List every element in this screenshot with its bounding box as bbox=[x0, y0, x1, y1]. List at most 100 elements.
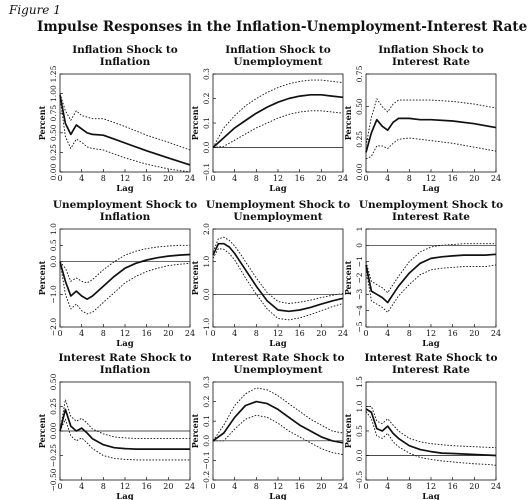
panel-title-line: Interest Rate Shock to bbox=[211, 352, 344, 364]
plot-frame bbox=[365, 228, 497, 328]
x-tick-label: 4 bbox=[79, 174, 84, 183]
x-axis-label: Lag bbox=[116, 492, 133, 500]
y-tick-label: 0.75 bbox=[355, 65, 364, 82]
x-tick-label: 16 bbox=[448, 482, 458, 491]
x-tick-label: 16 bbox=[448, 174, 458, 183]
x-tick-label: 0 bbox=[57, 174, 62, 183]
x-tick-label: 12 bbox=[426, 482, 436, 491]
y-tick-label: 0.0 bbox=[202, 141, 211, 153]
panel-title-line: Unemployment bbox=[233, 211, 322, 223]
y-tick-label: 2.0 bbox=[202, 223, 211, 235]
y-tick-label: 1.5 bbox=[355, 376, 364, 388]
panel-title-line: Unemployment Shock to bbox=[53, 199, 197, 211]
x-axis-label: Lag bbox=[269, 492, 286, 500]
x-tick-label: 0 bbox=[57, 329, 62, 338]
x-tick-label: 8 bbox=[407, 174, 412, 183]
x-axis-label: Lag bbox=[116, 184, 133, 194]
y-tick-label: 0.0 bbox=[202, 288, 211, 300]
panel-title-line: Interest Rate Shock to bbox=[58, 352, 191, 364]
x-tick-label: 24 bbox=[185, 329, 195, 338]
lower-band-line bbox=[365, 264, 497, 313]
x-tick-label: 16 bbox=[295, 174, 305, 183]
x-tick-label: 16 bbox=[448, 329, 458, 338]
x-tick-label: 24 bbox=[338, 329, 348, 338]
x-tick-label: 4 bbox=[79, 482, 84, 491]
x-axis-label: Lag bbox=[116, 339, 133, 349]
x-tick-label: 20 bbox=[316, 174, 326, 183]
y-tick-label: −1.0 bbox=[49, 285, 58, 303]
y-tick-label: 0.1 bbox=[202, 415, 211, 427]
y-tick-label: 1 bbox=[355, 227, 364, 232]
x-tick-label: 4 bbox=[385, 174, 390, 183]
lower-band-line bbox=[212, 110, 344, 148]
panel-title-line: Interest Rate Shock to bbox=[364, 352, 497, 364]
plot-frame bbox=[212, 228, 344, 328]
upper-band-line bbox=[365, 98, 497, 146]
upper-band-line bbox=[365, 243, 496, 294]
x-tick-label: 8 bbox=[254, 174, 259, 183]
y-tick-label: 0.25 bbox=[355, 131, 364, 148]
lower-band-line bbox=[213, 414, 344, 455]
impulse-response-line bbox=[212, 400, 344, 444]
y-tick-label: −0.25 bbox=[49, 444, 58, 467]
x-tick-label: 12 bbox=[426, 329, 436, 338]
y-tick-label: −4 bbox=[355, 305, 364, 316]
lower-band-line bbox=[59, 418, 190, 461]
x-tick-label: 16 bbox=[295, 482, 305, 491]
y-axis-label: Percent bbox=[190, 105, 200, 140]
y-tick-label: 0.2 bbox=[202, 92, 211, 104]
lower-band-line bbox=[365, 137, 497, 160]
x-tick-label: 12 bbox=[120, 174, 130, 183]
lower-band-line bbox=[212, 248, 344, 321]
x-tick-label: 8 bbox=[101, 174, 106, 183]
y-tick-label: 0.50 bbox=[355, 98, 364, 115]
y-tick-label: −0.50 bbox=[49, 468, 58, 491]
x-tick-label: 0 bbox=[210, 174, 215, 183]
x-tick-label: 12 bbox=[273, 482, 283, 491]
plot-frame bbox=[212, 73, 344, 173]
panel-title-line: Inflation Shock to bbox=[72, 44, 178, 56]
y-tick-label: 0.00 bbox=[355, 163, 364, 180]
upper-band-line bbox=[59, 399, 190, 439]
impulse-response-line bbox=[365, 408, 497, 457]
plot-frame bbox=[59, 228, 191, 328]
plot-frame bbox=[365, 381, 497, 481]
lower-band-line bbox=[59, 97, 191, 173]
y-axis-label: Percent bbox=[190, 413, 200, 448]
y-tick-label: −0.1 bbox=[202, 163, 211, 181]
y-tick-label: 0.3 bbox=[202, 68, 211, 80]
y-tick-label: 0.0 bbox=[355, 449, 364, 461]
x-tick-label: 20 bbox=[163, 482, 173, 491]
x-tick-label: 0 bbox=[210, 329, 215, 338]
y-tick-label: 0.2 bbox=[202, 395, 211, 407]
y-axis-label: Percent bbox=[343, 413, 353, 448]
x-tick-label: 20 bbox=[163, 329, 173, 338]
x-tick-label: 8 bbox=[254, 482, 259, 491]
x-tick-label: 0 bbox=[57, 482, 62, 491]
y-tick-label: 0.0 bbox=[49, 255, 58, 267]
x-tick-label: 4 bbox=[232, 329, 237, 338]
plot-frame bbox=[59, 73, 191, 173]
impulse-response-line bbox=[212, 242, 344, 313]
y-tick-label: 1.25 bbox=[49, 65, 58, 82]
y-tick-label: 1.0 bbox=[49, 223, 58, 235]
y-tick-label: 0.50 bbox=[49, 373, 58, 390]
panel-title-line: Interest Rate bbox=[392, 56, 470, 68]
y-tick-label: −0.5 bbox=[355, 471, 364, 489]
panel-title-line: Interest Rate bbox=[392, 211, 470, 223]
x-tick-label: 8 bbox=[407, 329, 412, 338]
x-tick-label: 16 bbox=[142, 482, 152, 491]
x-tick-label: 0 bbox=[363, 482, 368, 491]
x-tick-label: 0 bbox=[210, 482, 215, 491]
x-tick-label: 12 bbox=[426, 174, 436, 183]
y-tick-label: −3 bbox=[355, 289, 364, 300]
x-tick-label: 0 bbox=[363, 174, 368, 183]
upper-band-line bbox=[59, 93, 191, 151]
panel-title-line: Inflation bbox=[100, 211, 151, 223]
